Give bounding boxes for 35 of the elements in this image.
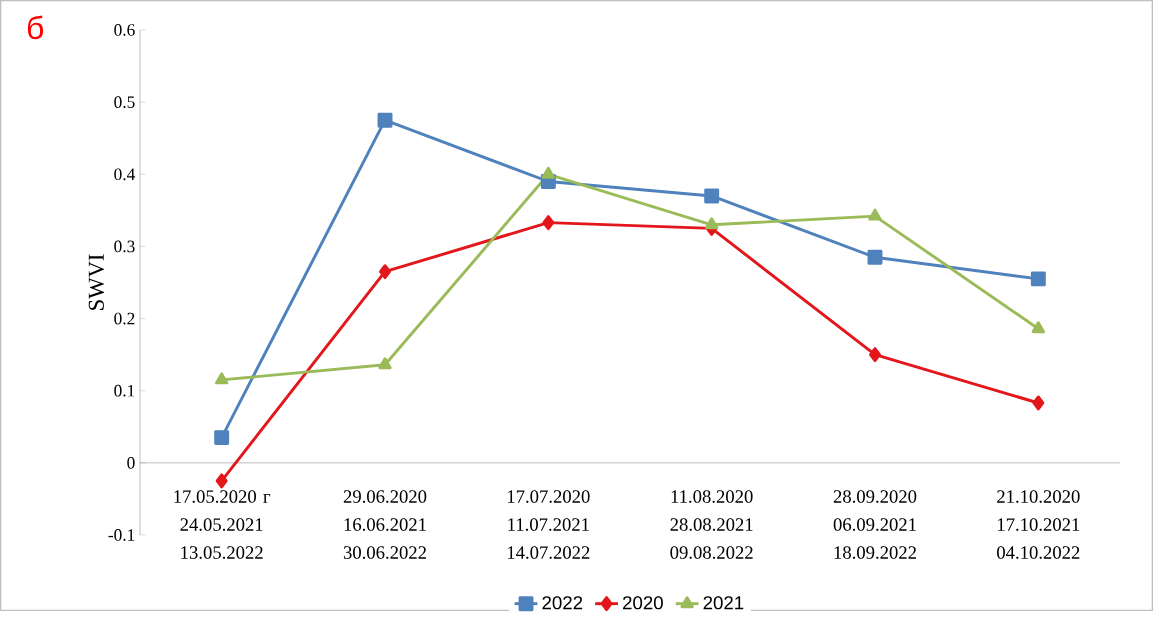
y-axis-title: SWVI [88,254,105,311]
point [869,347,881,363]
y-tick-label: 0.4 [114,168,136,181]
y-tick-label: -0.1 [108,529,135,542]
point [867,250,883,265]
y-tick-label: 0 [127,457,135,469]
point [377,112,393,128]
y-tick-label: 0.6 [114,24,135,37]
point [378,357,392,370]
point [705,217,719,230]
point [704,188,720,204]
point [1031,321,1045,334]
y-tick-label: 0.5 [114,96,135,109]
point [542,215,555,231]
y-tick-label: 0.1 [114,385,135,397]
point [541,167,555,179]
legend-label: 2022 [542,596,583,610]
y-tick-label: 0.2 [114,312,135,325]
x-tick-label: 11.08.2020 28.08.2021 09.08.2022 [670,490,753,560]
point [379,264,391,280]
point [1032,395,1045,411]
x-tick-label: 29.06.2020 16.06.2021 30.06.2022 [343,490,427,560]
y-tick-label: 0.3 [114,240,135,253]
legend-label: 2021 [703,596,744,610]
point [868,208,882,221]
point [215,372,229,385]
point [1030,271,1046,287]
x-tick-label: 17.05.2020 г 24.05.2021 13.05.2022 [174,490,271,560]
text: б [27,15,44,40]
x-tick-label: 21.10.2020 17.10.2021 04.10.2022 [997,490,1080,560]
x-tick-label: 17.07.2020 11.07.2021 14.07.2022 [507,490,590,560]
point [215,473,228,489]
x-tick-label: 28.09.2020 06.09.2021 18.09.2022 [833,490,917,560]
legend-label: 2020 [623,596,663,610]
point [214,430,230,446]
